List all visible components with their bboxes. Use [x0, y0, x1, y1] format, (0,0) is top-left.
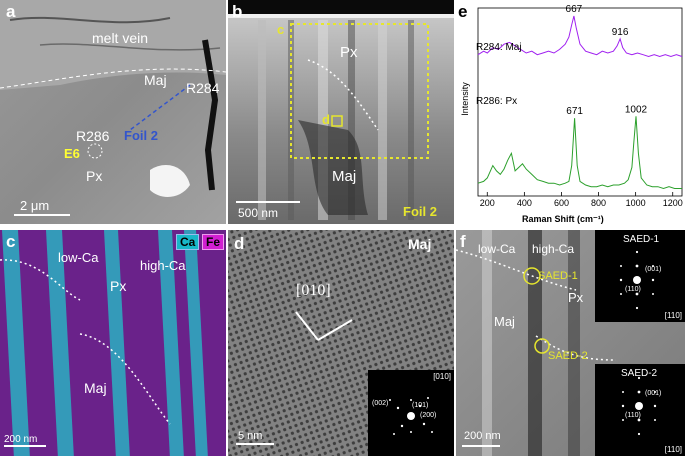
- scale-bar-label: 200 nm: [4, 434, 38, 445]
- low-ca-label: low-Ca: [58, 250, 99, 265]
- saed1-spot-110: (110): [625, 286, 641, 293]
- series-line-maj: [477, 15, 683, 58]
- x-tick-label: 1000: [626, 198, 646, 208]
- px-label: Px: [568, 290, 584, 305]
- saed1-marker-label: SAED-1: [538, 270, 578, 282]
- panel-c: c Ca Fe low-Ca high-Ca Px Maj 200 nm: [0, 230, 226, 456]
- panel-e-letter: e: [458, 2, 468, 21]
- low-ca-label: low-Ca: [478, 242, 516, 256]
- saed2-pattern: [595, 364, 685, 456]
- panel-e: e 200 400 600 800 1000 1200 667 916 671 1002 R284…: [456, 0, 685, 228]
- saed1-spot-001: (001): [645, 266, 662, 273]
- x-tick-label: 400: [517, 198, 532, 208]
- maj-label: Maj: [144, 72, 167, 88]
- saed2-spot-110: (110): [625, 412, 641, 419]
- peak-label: 667: [566, 4, 583, 15]
- px-label: Px: [110, 278, 127, 294]
- saed1-inset: SAED-1 (001) (110) [110]: [595, 230, 685, 322]
- saed1-zone-axis: [110]: [664, 311, 682, 320]
- x-tick-label: 800: [591, 198, 606, 208]
- zone-axis-label: [010]: [296, 282, 331, 299]
- panel-d-letter: d: [234, 234, 245, 253]
- y-axis-label: Intensity: [459, 82, 470, 116]
- peak-label: 671: [566, 106, 583, 117]
- saed2-marker-label: SAED-2: [548, 350, 588, 362]
- saed1-pattern: [595, 230, 685, 322]
- spot-200: (200): [420, 412, 437, 419]
- peak-label: 916: [612, 27, 629, 38]
- r286-label: R286: [76, 128, 110, 144]
- foil2-label: Foil 2: [124, 128, 158, 143]
- series-label-px: R286: Px: [476, 96, 518, 107]
- plot-frame: [477, 7, 683, 197]
- series-line-px: [477, 116, 682, 190]
- e6-label: E6: [64, 146, 80, 161]
- panel-d: d Maj [010] 5 nm [010] (002) (101) (200): [228, 230, 454, 456]
- r284-label: R284: [186, 80, 220, 96]
- panel-c-letter: c: [6, 232, 16, 251]
- raman-chart: 200 400 600 800 1000 1200 667 916 671 1002: [477, 4, 683, 208]
- series-label-maj: R284: Maj: [476, 42, 522, 53]
- legend-ca: Ca: [176, 234, 200, 250]
- fft-inset: [010] (002) (101) (200): [368, 370, 454, 456]
- panel-b-image: [228, 0, 454, 224]
- d-region-label: d: [322, 112, 330, 127]
- scale-bar-label: 5 nm: [238, 430, 263, 442]
- foil2-label: Foil 2: [403, 204, 437, 219]
- x-tick-label: 600: [554, 198, 569, 208]
- panel-c-image: [0, 230, 226, 456]
- c-region-label: c: [277, 22, 285, 37]
- peak-label: 1002: [625, 104, 648, 115]
- x-axis-label: Raman Shift (cm⁻¹): [522, 214, 604, 224]
- high-ca-label: high-Ca: [532, 242, 575, 256]
- maj-label: Maj: [84, 380, 107, 396]
- saed1-title: SAED-1: [623, 234, 660, 245]
- x-tick-label: 1200: [663, 198, 683, 208]
- panel-b-letter: b: [232, 2, 243, 21]
- px-label: Px: [340, 44, 358, 61]
- inset-zone-axis: [010]: [433, 372, 451, 381]
- panel-a: a melt vein Maj R284 Foil 2 R286 E6 Px 2…: [0, 0, 226, 224]
- panel-a-image: [0, 0, 226, 224]
- x-tick-label: 200: [480, 198, 495, 208]
- scale-bar-label: 2 μm: [20, 198, 50, 213]
- panel-f-letter: f: [460, 232, 466, 251]
- maj-label: Maj: [408, 236, 432, 252]
- saed2-spot-001: (001): [645, 390, 662, 397]
- high-ca-label: high-Ca: [140, 258, 186, 273]
- saed2-title: SAED-2: [621, 368, 658, 379]
- px-label: Px: [86, 168, 103, 184]
- panel-a-letter: a: [6, 2, 16, 21]
- maj-label: Maj: [494, 314, 515, 329]
- scale-bar-label: 200 nm: [464, 430, 501, 442]
- melt-vein-label: melt vein: [92, 30, 149, 46]
- saed2-zone-axis: [110]: [664, 445, 682, 454]
- fft-pattern: [368, 370, 454, 456]
- spot-002: (002): [372, 400, 389, 407]
- scale-bar-label: 500 nm: [238, 206, 279, 220]
- panel-b: b c Px d Maj 500 nm Foil 2: [228, 0, 454, 224]
- maj-label: Maj: [332, 168, 357, 185]
- saed2-inset: SAED-2 (001) (110) [110]: [595, 364, 685, 456]
- legend-fe: Fe: [202, 234, 225, 250]
- spot-101: (101): [412, 402, 429, 409]
- panel-f: f low-Ca high-Ca SAED-1 Px Maj SAED-2 20…: [456, 230, 685, 456]
